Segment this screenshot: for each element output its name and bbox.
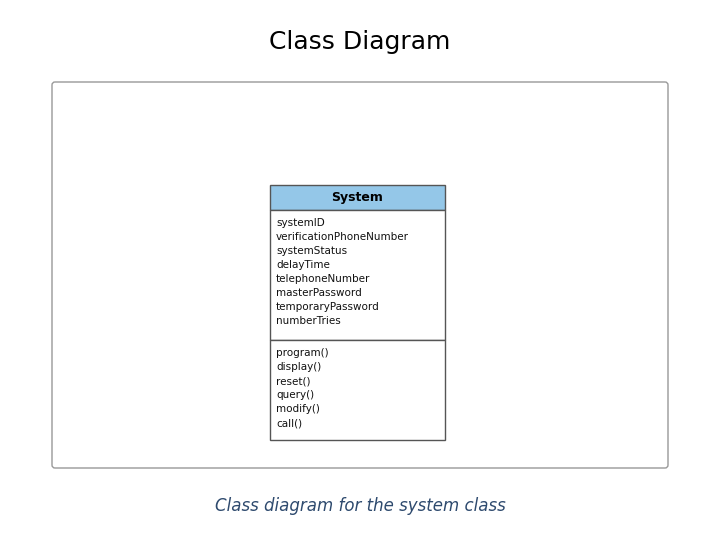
Bar xyxy=(270,340,445,440)
Bar xyxy=(270,210,445,340)
Text: System: System xyxy=(332,191,384,204)
Text: query(): query() xyxy=(276,390,314,400)
Text: systemID: systemID xyxy=(276,218,325,228)
Bar xyxy=(270,185,445,210)
Text: modify(): modify() xyxy=(276,404,320,414)
Text: systemStatus: systemStatus xyxy=(276,246,347,256)
Text: masterPassword: masterPassword xyxy=(276,288,361,298)
Text: reset(): reset() xyxy=(276,376,310,386)
Text: temporaryPassword: temporaryPassword xyxy=(276,302,379,312)
Text: verificationPhoneNumber: verificationPhoneNumber xyxy=(276,232,409,242)
Text: Class diagram for the system class: Class diagram for the system class xyxy=(215,497,505,515)
Text: Class Diagram: Class Diagram xyxy=(269,30,451,54)
Text: call(): call() xyxy=(276,418,302,428)
FancyBboxPatch shape xyxy=(52,82,668,468)
Text: telephoneNumber: telephoneNumber xyxy=(276,274,370,284)
Text: program(): program() xyxy=(276,348,328,358)
Text: numberTries: numberTries xyxy=(276,316,341,326)
Text: delayTime: delayTime xyxy=(276,260,330,270)
Text: display(): display() xyxy=(276,362,321,372)
